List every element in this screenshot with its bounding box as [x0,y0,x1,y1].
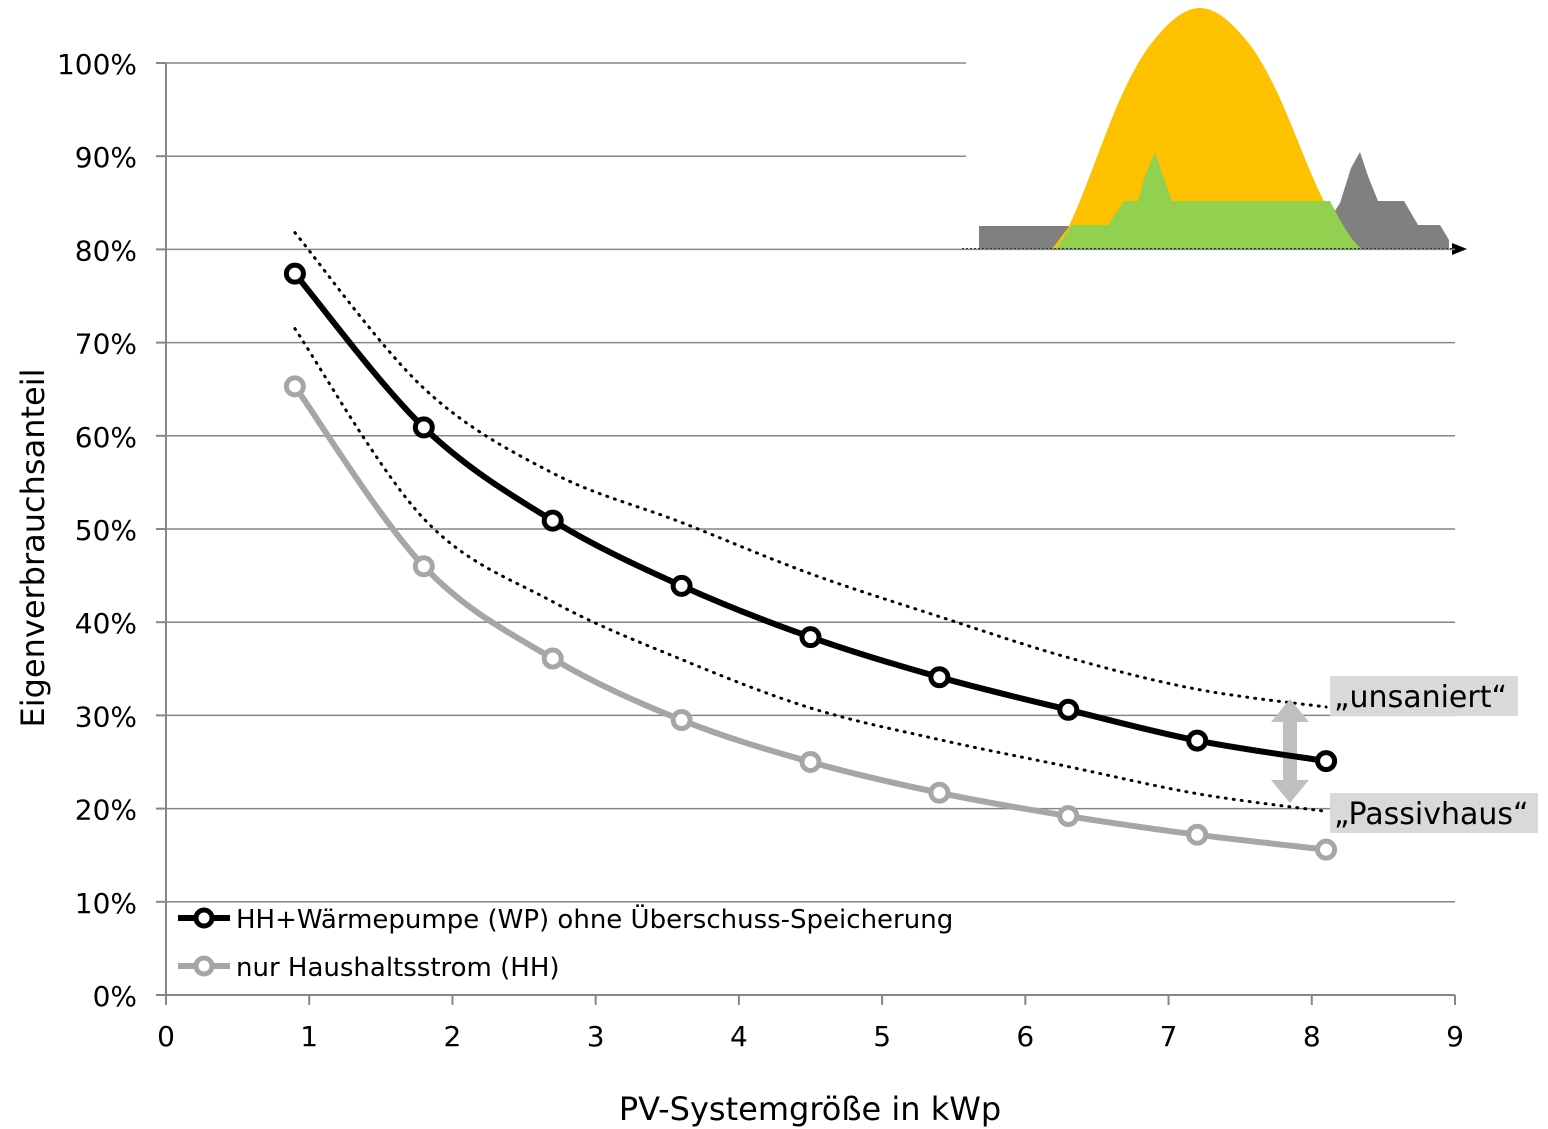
series-1 [283,375,1338,861]
series-1-point [412,555,435,578]
legend-swatch-marker [193,907,215,929]
y-tick-label: 50% [75,514,137,547]
series-0 [283,262,1338,773]
x-axis-label: PV-Systemgröße in kWp [619,1090,1001,1128]
series-line-0 [292,271,1327,765]
series [283,262,1338,861]
gridlines [166,62,1455,903]
x-ticks: 0 1 2 3 4 5 6 7 8 9 [157,995,1464,1053]
x-tick-label: 5 [873,1020,891,1053]
y-tick-label: 30% [75,700,137,733]
series-0-point [1057,698,1080,721]
x-tick-label: 2 [444,1020,462,1053]
series-0-point [412,416,435,439]
y-tick-label: 40% [75,607,137,640]
legend-item-hh: nur Haushaltsstrom (HH) [178,953,560,983]
x-tick-label: 3 [587,1020,605,1053]
x-tick-label: 8 [1303,1020,1321,1053]
series-0-point [670,574,693,597]
time-axis-arrow [1452,243,1467,255]
series-line-1 [292,384,1327,853]
series-1-point [541,647,564,670]
x-tick-label: 1 [300,1020,318,1053]
series-1-point [1186,823,1209,846]
x-tick-label: 9 [1446,1020,1464,1053]
series-0-point [283,262,306,285]
bounds [293,231,1328,813]
passivhaus-label-box [1330,793,1538,833]
y-tick-label: 10% [75,887,137,920]
series-1-point [283,375,306,398]
unsaniert-label: „unsaniert“ [1334,680,1507,715]
series-0-point [541,509,564,532]
series-1-point [670,709,693,732]
series-1-point [928,781,951,804]
x-tick-label: 4 [730,1020,748,1053]
legend-label-hh: nur Haushaltsstrom (HH) [236,953,560,983]
x-tick-label: 6 [1016,1020,1034,1053]
y-tick-label: 0% [93,980,137,1013]
legend-label-hh-wp: HH+Wärmepumpe (WP) ohne Überschuss-Speic… [236,903,953,935]
y-ticks: 0% 10% 20% 30% 40% 50% 60% 70% 80% 90% 100% [57,48,166,1013]
y-tick-label: 100% [57,48,137,81]
y-axis-label: Eigenverbrauchsanteil [14,369,52,728]
inset-profile-illustration [962,8,1467,255]
passivhaus-label-group: „Passivhaus“ [1330,793,1538,833]
y-tick-label: 70% [75,328,137,361]
unsaniert-label-box [1330,676,1518,716]
y-tick-label: 90% [75,141,137,174]
y-tick-label: 20% [75,794,137,827]
unsaniert-label-group: „unsaniert“ [1330,676,1518,716]
series-1-point [799,751,822,773]
y-tick-label: 80% [75,234,137,267]
series-0-point [799,626,822,649]
legend: HH+Wärmepumpe (WP) ohne Überschuss-Speic… [178,903,953,983]
series-0-point [1315,750,1338,773]
x-tick-label: 0 [157,1020,175,1053]
series-1-point [1315,838,1338,861]
series-0-point [1186,729,1209,752]
bound-line-1 [293,327,1328,813]
pv-generation-area [1052,8,1352,249]
series-0-point [928,666,951,689]
passivhaus-label: „Passivhaus“ [1334,797,1529,832]
self-consumption-area [1056,152,1362,249]
x-tick-label: 7 [1160,1020,1178,1053]
series-1-point [1057,805,1080,828]
legend-item-hh-wp: HH+Wärmepumpe (WP) ohne Überschuss-Speic… [178,903,953,935]
legend-swatch-marker [193,955,215,977]
range-double-arrow [1271,699,1309,803]
y-tick-label: 60% [75,421,137,454]
